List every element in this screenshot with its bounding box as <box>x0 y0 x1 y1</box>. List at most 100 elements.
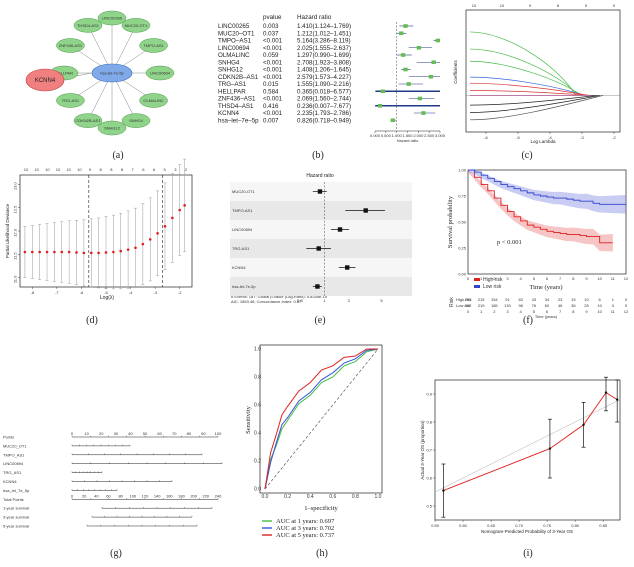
gene-name: SNHG12 <box>218 67 243 74</box>
x-tick-label: -3 <box>580 135 584 140</box>
lncrna-node <box>56 93 85 108</box>
deviance-point <box>178 208 182 212</box>
y-tick-label: 0.75 <box>458 194 467 199</box>
df-tick-label: 10 <box>500 3 505 8</box>
hr-tick-label: 0.000 <box>370 133 381 138</box>
df-tick-label: 6 <box>142 167 145 172</box>
nomogram-row-label: Total Points <box>3 497 24 502</box>
x-tick-label: 8 <box>572 276 575 281</box>
deviance-point <box>82 251 86 255</box>
x-tick-label: 7 <box>559 276 562 281</box>
gene-hr: 2.069(1.560–2.744) <box>297 96 351 103</box>
hub-node <box>91 63 133 83</box>
x-tick-label: 9 <box>585 276 588 281</box>
df-tick-label: 7 <box>132 167 135 172</box>
panel-d-label: (d) <box>86 315 98 326</box>
x-tick-label: -6 <box>484 135 488 140</box>
risk-high-count: 215 <box>478 297 485 302</box>
deviance-point <box>163 225 167 228</box>
total-points-tick-label: 240 <box>215 493 222 498</box>
panel-b-forest-table: pvalue Hazard ratio LINC00265 0.003 1.410(… <box>218 14 446 143</box>
panel-c-lasso-coefficients: Coefficients Log Lambda 10 10 9 8 5 0 -6 -5 -4 -3… <box>453 3 621 144</box>
panel-c-ylabel: Coefficients <box>453 60 458 84</box>
df-tick-label: 10 <box>77 167 82 172</box>
risk-high-count: 23 <box>558 297 563 302</box>
risk-low-count: 46 <box>558 303 563 308</box>
forest-point <box>315 284 320 289</box>
points-tick-label: 50 <box>143 431 148 436</box>
risk-xlabel: Time (years) <box>535 314 558 319</box>
risk-high-count: 63 <box>518 297 523 302</box>
deviance-point <box>23 250 27 254</box>
x-tick-label: -4 <box>548 135 552 140</box>
lncrna-node-label: CDKN2B-AS1 <box>75 118 101 123</box>
y-tick-label: 0.25 <box>458 246 467 251</box>
lncrna-node <box>145 65 175 81</box>
risk-x-tick: 1 <box>480 309 483 314</box>
forest-row-name: KCNN4 <box>232 265 246 270</box>
risk-x-tick: 10 <box>597 309 602 314</box>
gene-name: LINC00265 <box>218 23 250 30</box>
y-tick-label: 0.0 <box>254 487 261 493</box>
deviance-point <box>45 250 49 254</box>
risk-x-tick: 4 <box>520 309 523 314</box>
risk-low-count: 25 <box>584 303 589 308</box>
lncrna-node <box>73 113 103 128</box>
df-tick-label: 0 <box>613 3 616 8</box>
gene-pvalue: 0.037 <box>263 30 279 37</box>
lncrna-node-label: SNHG4 <box>129 118 144 123</box>
gene-hr: 2.235(1.793–2.786) <box>297 110 351 117</box>
points-tick-label: 20 <box>99 431 104 436</box>
calibration-point <box>615 398 619 401</box>
deviance-point <box>112 250 115 254</box>
gene-hr: 2.025(1.555–2.637) <box>297 45 351 52</box>
risk-high-count: 6 <box>599 297 602 302</box>
roc-legend-label: AUC at 3 years: 0.702 <box>276 525 334 532</box>
nomogram-row-label: 3-year survival <box>3 515 29 520</box>
x-tick-label: -7 <box>55 290 59 295</box>
hr-axis-label: Hazard ratio <box>397 138 420 143</box>
coefficient-path <box>469 76 586 96</box>
coefficient-path <box>469 95 598 106</box>
y-tick-label: 0.6 <box>426 476 432 481</box>
coefficient-path <box>469 60 583 96</box>
risk-x-tick: 5 <box>533 309 536 314</box>
lncrna-node-label: ZNF436-AS1 <box>59 43 83 48</box>
nomogram-row-label: KCNN4 <box>3 479 17 484</box>
points-tick-label: 0 <box>71 431 74 436</box>
roc-legend-label: AUC at 5 years: 0.737 <box>276 532 335 539</box>
panel-h-ylabel: Sensitivity <box>245 405 252 434</box>
x-tick-label: 0.0 <box>262 494 269 500</box>
y-tick-label: 11.5 <box>13 252 18 260</box>
hr-point <box>380 89 386 94</box>
df-tick-label: 10 <box>45 167 50 172</box>
lncrna-node-label: HELLPAR <box>55 70 73 75</box>
points-tick-label: 90 <box>201 431 206 436</box>
points-tick-label: 70 <box>172 431 177 436</box>
hr-tick-label: 0.500 <box>381 133 392 138</box>
kcnn4-node-label: KCNN4 <box>35 78 56 84</box>
df-tick-label: 8 <box>557 3 560 8</box>
gene-hr: 1.408(1.206–1.645) <box>297 67 351 74</box>
deviance-point <box>171 216 174 220</box>
gene-name: CDKN2B–AS1 <box>218 74 259 81</box>
forest-point <box>337 227 343 232</box>
kcnn4-node <box>25 68 65 92</box>
y-tick-label: 0.8 <box>426 420 432 425</box>
df-tick-label: 5 <box>585 3 588 8</box>
hr-point <box>403 24 408 28</box>
gene-name: OLMALINC <box>218 52 250 59</box>
panel-h-xlabel: 1–specificity <box>304 505 338 512</box>
gene-name: THSD4–AS1 <box>218 103 254 110</box>
risk-table-title: Risk <box>449 297 455 307</box>
nomogram-row-label: LINC00694 <box>3 461 24 466</box>
lncrna-node-label: MUC20-OT1 <box>125 23 148 28</box>
coefficient-path <box>469 82 589 96</box>
x-tick-label: -4 <box>129 290 133 295</box>
gene-hr: 0.236(0.007–7.677) <box>297 103 351 110</box>
y-tick-label: 12.0 <box>13 228 18 237</box>
hr-tick-label: 2.500 <box>424 133 435 138</box>
panel-i-plot-frame <box>434 379 621 521</box>
roc-curve <box>264 348 379 490</box>
x-tick-label: 4 <box>520 276 523 281</box>
